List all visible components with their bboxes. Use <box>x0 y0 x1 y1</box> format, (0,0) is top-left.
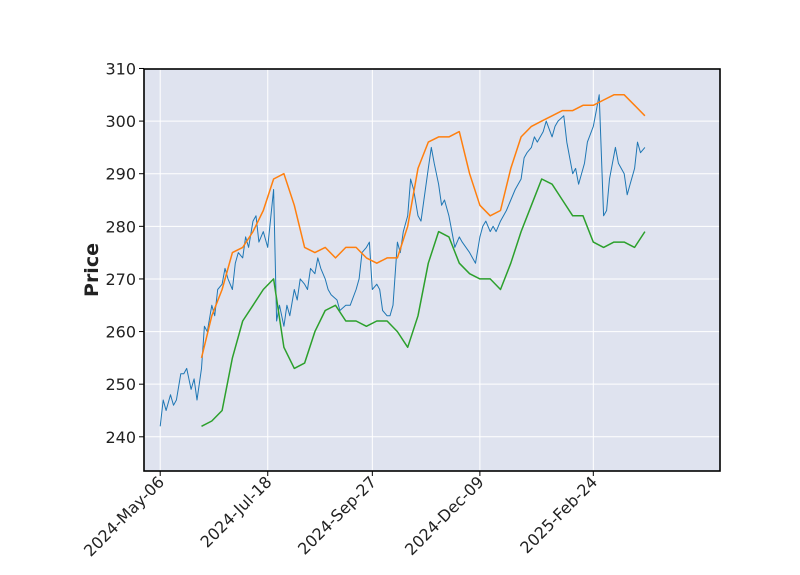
y-tick-label: 270 <box>105 270 136 289</box>
plot-frame <box>143 68 721 472</box>
y-tick-label: 280 <box>105 217 136 236</box>
series-line-2 <box>200 94 646 359</box>
y-tick-label: 240 <box>105 428 136 447</box>
y-tick-label: 300 <box>105 112 136 131</box>
y-tick-label: 260 <box>105 323 136 342</box>
plot-area <box>144 69 720 471</box>
series-line-3 <box>201 178 646 427</box>
y-tick-label: 250 <box>105 375 136 394</box>
series-line-1 <box>159 94 646 427</box>
y-tick-label: 290 <box>105 165 136 184</box>
series-layer <box>159 94 646 427</box>
y-axis-title: Price <box>81 243 103 297</box>
y-tick-label: 310 <box>105 59 136 78</box>
